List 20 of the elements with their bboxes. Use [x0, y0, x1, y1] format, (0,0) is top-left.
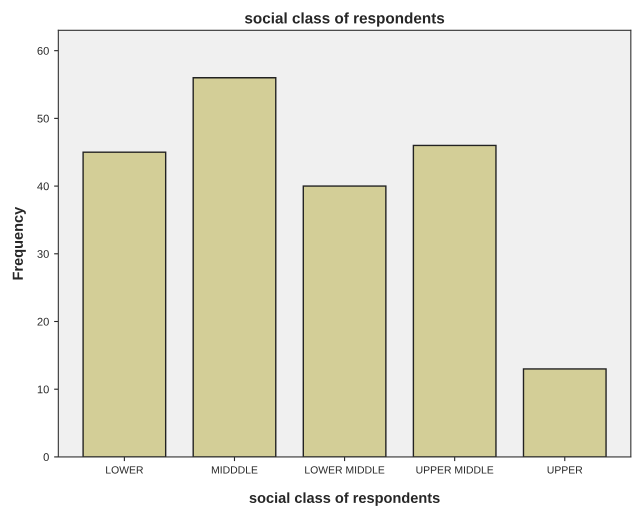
y-tick-label: 10: [38, 385, 49, 394]
x-axis-title: social class of respondents: [249, 492, 440, 506]
bar: [82, 152, 166, 457]
x-tick-label: LOWER MIDDLE: [305, 466, 384, 474]
y-tick-label: 20: [38, 318, 49, 326]
chart-title: social class of respondents: [244, 12, 444, 27]
y-tick-label: 50: [37, 114, 49, 123]
y-tick-label: 60: [38, 46, 49, 55]
y-axis-title: Frequency: [12, 206, 26, 280]
y-tick-label: 40: [37, 182, 49, 190]
bar: [522, 368, 607, 457]
x-tick-label: MIDDDLE: [212, 466, 258, 474]
bar: [192, 77, 276, 457]
x-tick-label: UPPER MIDDLE: [416, 466, 494, 474]
bar: [412, 144, 497, 457]
bar: [302, 185, 387, 457]
y-tick-label: 0: [44, 453, 49, 462]
y-tick-label: 30: [37, 250, 49, 258]
x-tick-label: LOWER: [106, 466, 143, 474]
x-tick-label: UPPER: [548, 466, 582, 474]
